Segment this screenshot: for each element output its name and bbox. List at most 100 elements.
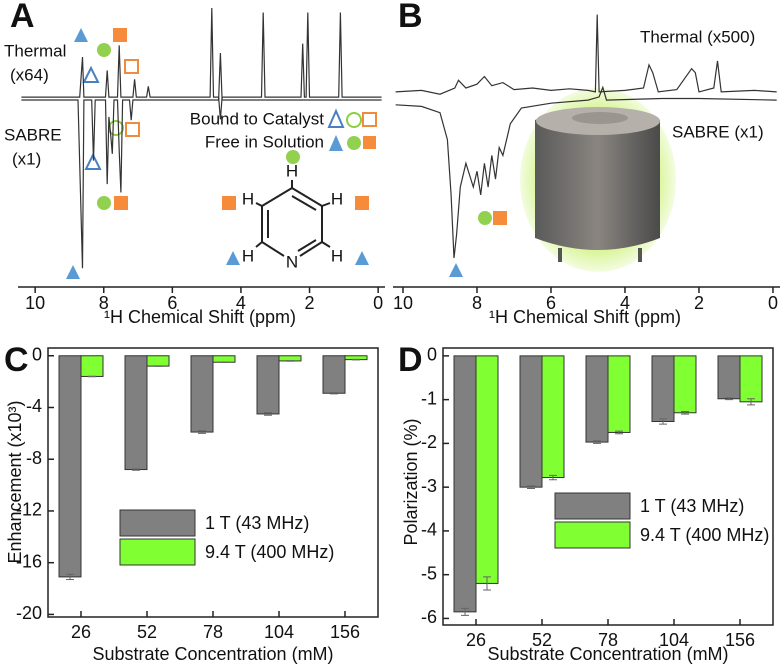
error-bar xyxy=(198,430,206,434)
bar xyxy=(541,355,565,479)
y-axis-label: Polarization (%) xyxy=(401,418,421,545)
bar xyxy=(453,355,477,613)
marker-legend xyxy=(327,108,377,151)
bar xyxy=(651,355,675,423)
bar xyxy=(124,355,148,471)
atom-label: N xyxy=(286,252,298,271)
legend-swatch xyxy=(119,538,196,566)
trace-label: SABRE (x1) xyxy=(672,122,764,141)
x-tick-label: 0 xyxy=(373,293,383,313)
x-tick-label: 52 xyxy=(137,622,157,642)
y-tick-label: 0 xyxy=(427,345,437,365)
x-tick-label: 10 xyxy=(25,293,45,313)
x-tick-label: 78 xyxy=(203,622,223,642)
y-tick-label: -16 xyxy=(16,551,42,571)
bar xyxy=(519,355,543,488)
error-bar xyxy=(527,485,535,489)
legend-label: Bound to Catalyst xyxy=(190,109,324,128)
error-bar xyxy=(461,607,469,616)
trace-label: Thermal xyxy=(4,41,66,60)
atom-label: H xyxy=(331,189,343,208)
x-tick-label: 10 xyxy=(393,293,413,313)
error-bar xyxy=(88,375,96,378)
bar xyxy=(146,355,170,367)
panel-letter: D xyxy=(398,341,423,379)
error-bar xyxy=(66,573,74,580)
bar xyxy=(585,355,609,443)
error-bar xyxy=(286,360,294,362)
x-axis-label: Substrate Concentration (mM) xyxy=(487,644,728,664)
y-tick-label: 0 xyxy=(32,345,42,365)
bar xyxy=(673,355,697,414)
error-bar xyxy=(593,440,601,444)
error-bar xyxy=(264,412,272,416)
error-bar xyxy=(681,410,689,415)
atom-label: H xyxy=(242,189,254,208)
x-tick-label: 2 xyxy=(305,293,315,313)
x-axis-label: ¹H Chemical Shift (ppm) xyxy=(489,307,681,327)
error-bar xyxy=(330,392,338,395)
x-tick-label: 4 xyxy=(620,293,630,313)
error-bar xyxy=(747,398,755,406)
atom-label: H xyxy=(242,246,254,265)
spectrum-line xyxy=(395,85,777,259)
peak-markers xyxy=(66,28,507,279)
x-tick-label: 104 xyxy=(659,630,689,650)
panel-letter: C xyxy=(4,341,29,379)
atom-label: H xyxy=(331,246,343,265)
x-tick-label: 4 xyxy=(236,293,246,313)
bar xyxy=(256,355,280,415)
x-tick-label: 156 xyxy=(330,622,360,642)
error-bar xyxy=(132,468,140,471)
bar xyxy=(322,355,346,394)
bar xyxy=(717,355,741,400)
legend-label: 1 T (43 MHz) xyxy=(640,496,744,516)
error-bar xyxy=(352,358,360,361)
spectrum-line xyxy=(21,52,382,269)
y-tick-label: -8 xyxy=(26,448,42,468)
legend-label: 1 T (43 MHz) xyxy=(205,513,309,533)
bar xyxy=(475,355,499,584)
spectrum-line xyxy=(21,7,382,120)
y-tick-label: -20 xyxy=(16,603,42,623)
bar xyxy=(58,355,82,578)
x-tick-label: 0 xyxy=(768,293,778,313)
x-tick-label: 8 xyxy=(99,293,109,313)
y-tick-label: -4 xyxy=(26,396,42,416)
y-tick-label: -2 xyxy=(421,432,437,452)
x-tick-label: 6 xyxy=(167,293,177,313)
x-tick-label: 104 xyxy=(264,622,294,642)
instrument-photo xyxy=(520,88,676,272)
x-tick-label: 26 xyxy=(71,622,91,642)
bar xyxy=(739,355,763,403)
trace-label: (x64) xyxy=(10,65,49,84)
y-tick-label: -1 xyxy=(421,388,437,408)
error-bar xyxy=(220,361,228,363)
legend-label: Free in Solution xyxy=(205,132,324,151)
atom-label: H xyxy=(286,161,298,180)
y-tick-label: -12 xyxy=(16,500,42,520)
y-tick-label: -4 xyxy=(421,520,437,540)
bar xyxy=(607,355,631,433)
y-tick-label: -6 xyxy=(421,607,437,627)
error-bar xyxy=(615,430,623,435)
trace-label: Thermal (x500) xyxy=(640,27,755,46)
error-bar xyxy=(725,397,733,401)
bar xyxy=(190,355,214,433)
pyridine-structure xyxy=(255,180,331,257)
spectrum-line xyxy=(395,14,777,95)
y-axis-label: Enhancement (x10³) xyxy=(5,400,25,563)
legend-swatch xyxy=(119,509,196,537)
bar xyxy=(212,355,236,363)
legend-swatch xyxy=(554,492,631,520)
x-tick-label: 52 xyxy=(532,630,552,650)
panel-letter: A xyxy=(10,0,35,35)
bar xyxy=(80,355,104,377)
error-bar xyxy=(659,418,667,425)
legend-label: 9.4 T (400 MHz) xyxy=(640,525,769,545)
panel-letter: B xyxy=(398,0,423,35)
x-tick-label: 2 xyxy=(694,293,704,313)
x-tick-label: 8 xyxy=(472,293,482,313)
x-tick-label: 78 xyxy=(598,630,618,650)
